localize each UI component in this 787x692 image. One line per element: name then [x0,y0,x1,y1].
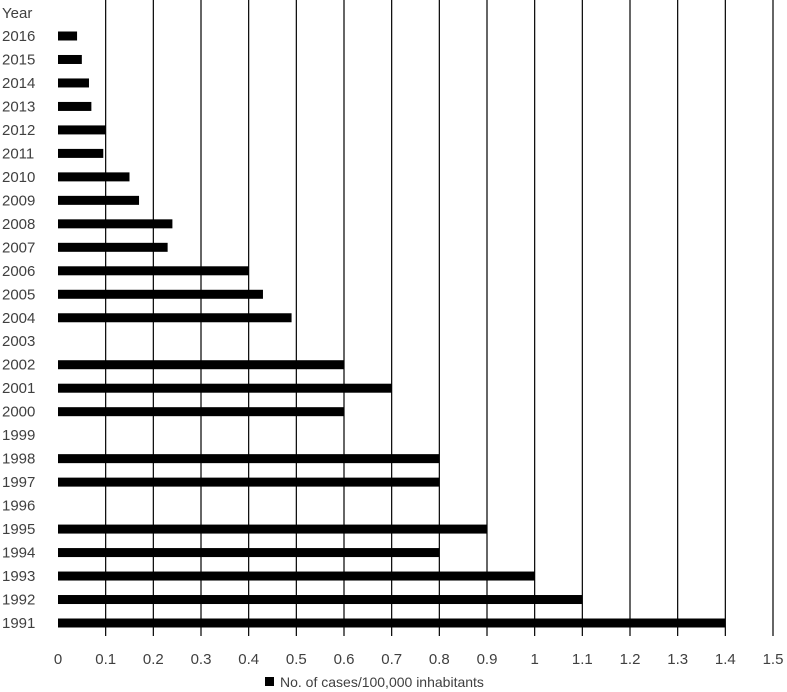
year-label: 2004 [2,310,35,327]
x-tick-label: 0.9 [477,651,498,668]
bar [58,313,292,323]
year-labels: 2016 2015 2014 2013 2012 2011 2010 2009 2008 2007… [2,28,35,632]
year-label: 1995 [2,521,35,538]
year-label: 2008 [2,216,35,233]
legend-label: No. of cases/100,000 inhabitants [280,674,484,690]
bars [58,31,726,628]
bar [58,595,583,605]
bar [58,571,535,581]
x-tick-label: 0.2 [143,651,164,668]
x-tick-label: 1.2 [620,651,641,668]
bar [58,125,106,135]
bar [58,54,82,64]
x-tick-label: 0.8 [429,651,450,668]
x-tick-label: 0 [54,651,62,668]
year-label: 1992 [2,592,35,609]
year-label: 2010 [2,169,35,186]
x-tick-label: 0.6 [334,651,355,668]
legend: No. of cases/100,000 inhabitants [265,674,484,690]
year-label: 2014 [2,75,35,92]
year-label: 2001 [2,380,35,397]
x-tick-label: 0.7 [381,651,402,668]
year-label: 2011 [2,145,34,162]
x-tick-label: 1.4 [715,651,736,668]
bar [58,148,104,158]
bar [58,31,78,41]
year-label: 1998 [2,451,35,468]
x-tick-label: 0.1 [95,651,116,668]
year-label: 1996 [2,498,35,515]
bar [58,266,249,276]
x-tick-label: 1 [530,651,538,668]
y-axis-title: Year [2,5,32,22]
x-tick-label: 1.1 [572,651,593,668]
year-label: 2009 [2,192,35,209]
legend-swatch [265,677,274,686]
x-tick-labels: 0 0.1 0.2 0.3 0.4 0.5 0.6 0.7 0.8 0.9 1 1.1 1.2 1.3 1.… [54,651,784,668]
year-label: 2003 [2,333,35,350]
year-label: 2007 [2,239,35,256]
bar [58,195,140,205]
bar [58,618,726,628]
bar [58,454,440,464]
bar [58,219,173,229]
bar [58,289,263,299]
year-label: 2015 [2,51,35,68]
bar [58,383,392,393]
bar [58,78,89,88]
bar [58,524,487,534]
x-tick-label: 0.3 [191,651,212,668]
year-label: 1991 [2,615,35,632]
x-tick-label: 0.5 [286,651,307,668]
bar [58,360,344,370]
year-label: 1993 [2,568,35,585]
bar [58,242,168,252]
bar [58,172,130,182]
year-label: 2005 [2,286,35,303]
year-label: 2013 [2,98,35,115]
x-tick-label: 1.3 [667,651,688,668]
year-label: 2016 [2,28,35,45]
bar [58,548,440,558]
year-label: 1997 [2,474,35,491]
year-label: 1994 [2,545,35,562]
bar [58,477,440,487]
bar [58,407,344,417]
year-label: 2012 [2,122,35,139]
year-label: 2006 [2,263,35,280]
bar [58,101,92,111]
year-label: 2000 [2,404,35,421]
x-tick-label: 0.4 [238,651,259,668]
gridlines [105,0,774,636]
year-label: 2002 [2,357,35,374]
year-label: 1999 [2,427,35,444]
x-tick-label: 1.5 [763,651,784,668]
